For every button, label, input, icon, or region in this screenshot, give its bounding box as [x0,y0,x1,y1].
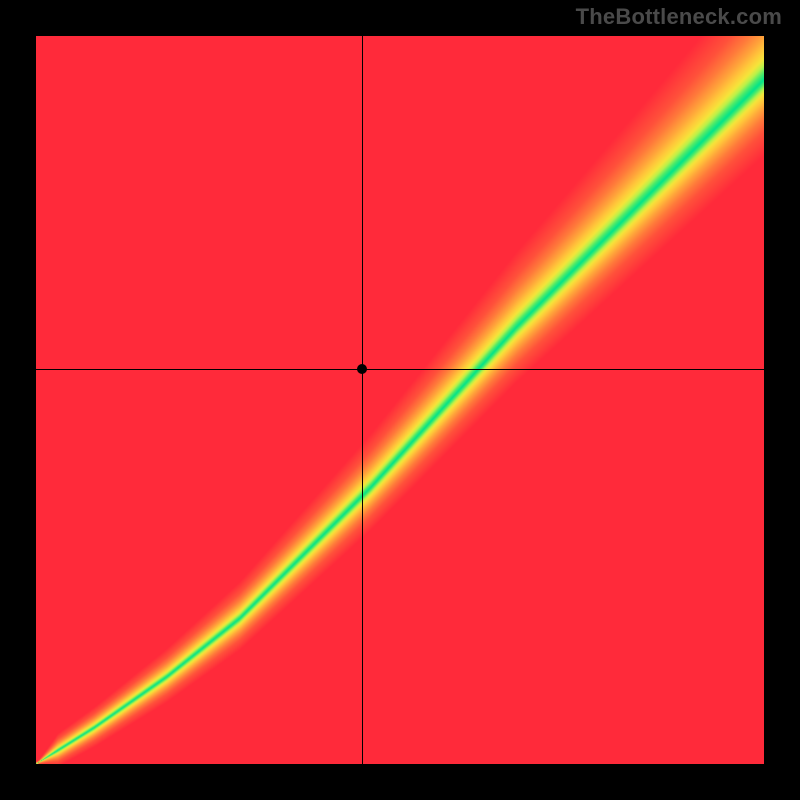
chart-frame: TheBottleneck.com [0,0,800,800]
crosshair-vertical [362,36,363,764]
watermark-text: TheBottleneck.com [576,4,782,30]
crosshair-marker [357,364,367,374]
bottleneck-heatmap [36,36,764,764]
crosshair-horizontal [36,369,764,370]
